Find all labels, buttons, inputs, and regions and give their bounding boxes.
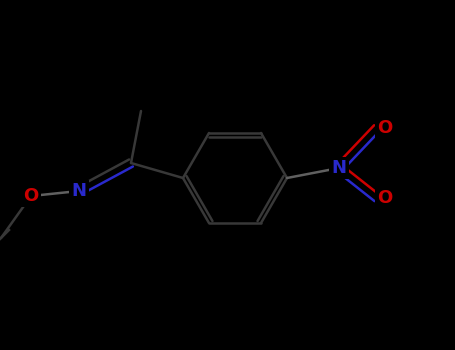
Text: O: O — [23, 187, 39, 205]
Text: O: O — [377, 119, 393, 137]
Text: O: O — [377, 189, 393, 207]
Text: N: N — [71, 182, 86, 200]
Text: N: N — [332, 159, 347, 177]
